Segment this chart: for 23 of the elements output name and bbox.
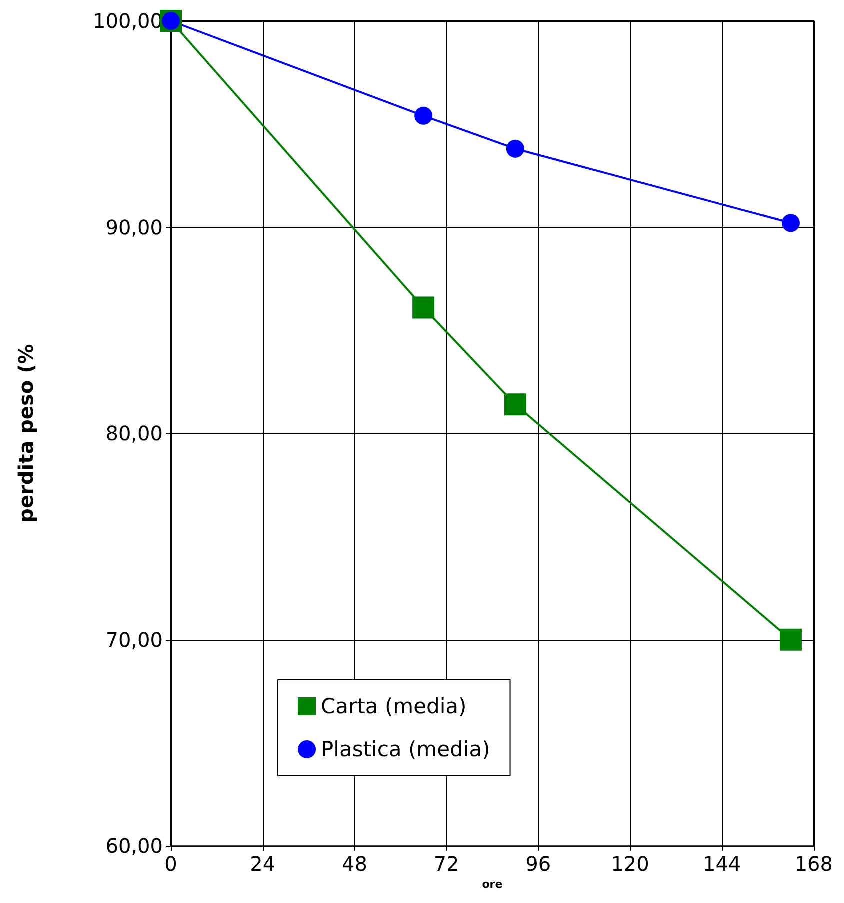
point: [414, 106, 433, 125]
x-tick-label: 0: [164, 852, 178, 876]
x-tick-label: 48: [342, 852, 368, 876]
legend-label: Plastica (media): [321, 738, 490, 762]
x-tick-label: 120: [611, 852, 650, 876]
x-tick-label: 24: [250, 852, 276, 876]
y-tick-label: 100,00: [93, 9, 163, 33]
x-tick-label: 144: [702, 852, 742, 876]
point: [412, 296, 435, 319]
x-axis-title: ore: [482, 878, 503, 891]
x-tick-label: 168: [794, 852, 834, 876]
point: [506, 140, 524, 158]
legend-label: Carta (media): [321, 694, 467, 718]
point: [504, 394, 526, 416]
y-axis-title: perdita peso (%: [14, 344, 38, 523]
y-tick-label: 70,00: [106, 628, 163, 652]
y-tick-label: 90,00: [106, 215, 163, 240]
y-tick-label: 60,00: [106, 834, 163, 858]
x-tick-label: 72: [434, 852, 460, 876]
x-tick-label: 96: [526, 852, 552, 876]
point: [780, 628, 802, 651]
y-tick-label: 80,00: [106, 422, 163, 446]
point: [782, 214, 800, 232]
